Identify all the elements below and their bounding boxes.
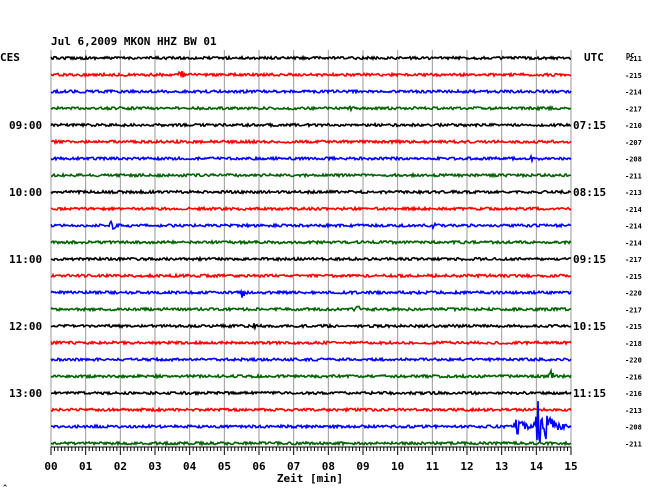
dc-value-label: -217 xyxy=(625,256,642,264)
trace-row-17 xyxy=(50,322,572,331)
dc-value-label: -214 xyxy=(625,239,642,247)
dc-value-label: -216 xyxy=(625,390,642,398)
x-tick-label: 08 xyxy=(322,460,335,473)
trace-row-2 xyxy=(50,70,572,79)
left-timezone-label: CES xyxy=(0,51,20,64)
right-timezone-label: UTC xyxy=(584,51,604,64)
x-axis-label: Zeit [min] xyxy=(277,472,343,485)
trace-row-18 xyxy=(50,339,572,346)
trace-row-6 xyxy=(50,138,572,146)
trace-row-8 xyxy=(50,171,572,179)
left-time-label: 12:00 xyxy=(9,320,42,333)
x-tick-label: 12 xyxy=(460,460,473,473)
dc-value-label: -215 xyxy=(625,323,642,331)
dc-value-label: -214 xyxy=(625,223,642,231)
x-tick-label: 09 xyxy=(356,460,369,473)
trace-row-7 xyxy=(50,153,572,164)
dc-header-label: DC xyxy=(626,52,634,60)
x-tick-label: 02 xyxy=(114,460,127,473)
minute-grid xyxy=(50,50,572,447)
trace-row-24 xyxy=(50,440,572,447)
trace-row-1 xyxy=(50,54,572,62)
x-tick-label: 14 xyxy=(530,460,544,473)
dc-value-label: -215 xyxy=(625,72,642,80)
trace-row-10 xyxy=(50,205,572,212)
trace-row-23 xyxy=(50,400,572,443)
trace-row-5 xyxy=(50,121,572,129)
x-tick-label: 05 xyxy=(218,460,231,473)
dc-value-label: -218 xyxy=(625,340,642,348)
dc-value-label: -207 xyxy=(625,139,642,147)
x-tick-label: 07 xyxy=(287,460,300,473)
trace-row-15 xyxy=(50,288,572,298)
dc-value-label: -208 xyxy=(625,424,642,432)
left-time-label: 09:00 xyxy=(9,119,42,132)
trace-rows xyxy=(50,54,572,447)
trace-row-9 xyxy=(50,188,572,196)
trace-row-14 xyxy=(50,272,572,279)
trace-row-20 xyxy=(50,367,572,380)
trace-row-21 xyxy=(50,390,572,397)
right-time-label: 07:15 xyxy=(573,119,606,132)
dc-value-label: -211 xyxy=(625,440,642,448)
x-tick-label: 03 xyxy=(148,460,161,473)
x-tick-label: 00 xyxy=(44,460,57,473)
right-time-label: 08:15 xyxy=(573,186,606,199)
dc-value-label: -211 xyxy=(625,172,642,180)
dc-value-label: -213 xyxy=(625,407,642,415)
right-time-label: 09:15 xyxy=(573,253,606,266)
x-tick-label: 11 xyxy=(426,460,440,473)
dc-value-label: -220 xyxy=(625,290,642,298)
dc-value-label: -208 xyxy=(625,156,642,164)
dc-value-label: -211 xyxy=(625,55,642,63)
dc-value-label: -214 xyxy=(625,89,642,97)
x-tick-label: 01 xyxy=(79,460,93,473)
dc-value-label: -210 xyxy=(625,122,642,130)
x-tick-label: 13 xyxy=(495,460,508,473)
x-axis-ticks xyxy=(50,447,572,455)
trace-row-12 xyxy=(50,239,572,246)
dc-value-label: -216 xyxy=(625,373,642,381)
trace-row-22 xyxy=(50,406,572,413)
x-tick-label: 06 xyxy=(252,460,266,473)
dc-value-label: -217 xyxy=(625,306,642,314)
left-time-label: 13:00 xyxy=(9,387,42,400)
right-time-label: 11:15 xyxy=(573,387,606,400)
dc-value-label: -217 xyxy=(625,105,642,113)
trace-row-16 xyxy=(50,305,572,313)
footer-mark: ^ xyxy=(3,484,8,492)
dc-value-label: -215 xyxy=(625,273,642,281)
dc-value-label: -213 xyxy=(625,189,642,197)
dc-value-label: -220 xyxy=(625,357,642,365)
trace-row-13 xyxy=(50,255,572,263)
trace-row-3 xyxy=(50,88,572,95)
x-tick-label: 04 xyxy=(183,460,197,473)
left-time-label: 11:00 xyxy=(9,253,42,266)
x-tick-label: 10 xyxy=(391,460,404,473)
right-time-label: 10:15 xyxy=(573,320,606,333)
dc-value-label: -214 xyxy=(625,206,642,214)
trace-row-11 xyxy=(50,219,572,231)
trace-row-4 xyxy=(50,104,572,113)
trace-row-19 xyxy=(50,356,572,363)
left-time-label: 10:00 xyxy=(9,186,42,199)
x-tick-label: 15 xyxy=(564,460,577,473)
chart-title: Jul 6,2009 MKON HHZ BW 01 xyxy=(51,35,217,48)
